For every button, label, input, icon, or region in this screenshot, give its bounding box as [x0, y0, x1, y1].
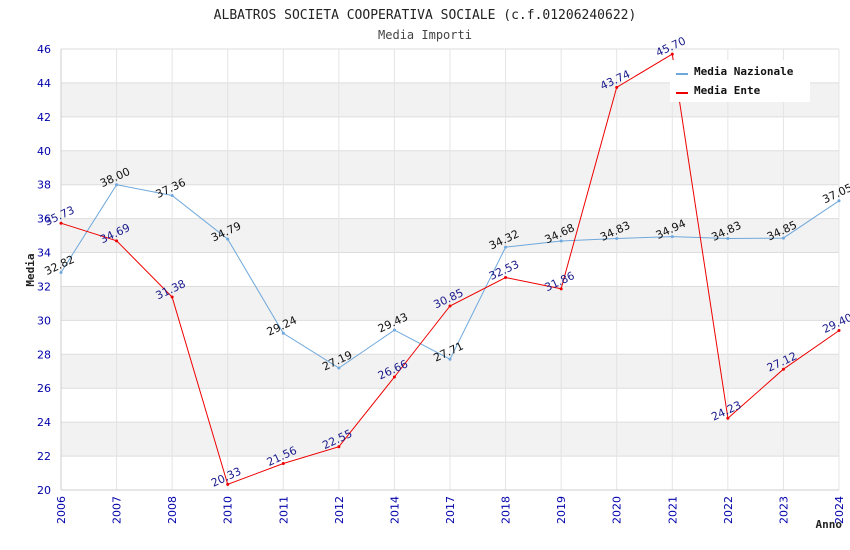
data-point-media-ente — [226, 482, 230, 486]
series-lines — [59, 52, 841, 486]
data-point-media-nazionale — [170, 194, 174, 198]
x-tick-label: 2014 — [388, 496, 401, 524]
y-tick-label: 28 — [37, 348, 51, 361]
y-tick-label: 40 — [37, 145, 51, 158]
y-tick-label: 44 — [37, 77, 51, 90]
data-point-media-ente — [670, 52, 674, 56]
x-tick-label: 2017 — [444, 496, 457, 524]
legend-label-media-ente: Media Ente — [694, 84, 761, 97]
data-point-media-ente — [781, 367, 785, 371]
legend-label-media-nazionale: Media Nazionale — [694, 65, 794, 78]
x-tick-label: 2010 — [222, 496, 235, 524]
data-point-media-ente — [392, 375, 396, 379]
data-point-media-nazionale — [448, 357, 452, 361]
data-point-media-nazionale — [337, 366, 341, 370]
x-tick-label: 2019 — [555, 496, 568, 524]
data-point-media-ente — [59, 221, 63, 225]
data-point-media-ente — [170, 295, 174, 299]
data-point-media-ente — [281, 462, 285, 466]
data-point-media-ente — [726, 416, 730, 420]
data-point-media-ente — [115, 239, 119, 243]
data-point-media-ente — [559, 287, 563, 291]
chart-title: ALBATROS SOCIETA COOPERATIVA SOCIALE (c.… — [214, 8, 637, 23]
data-point-media-ente — [448, 304, 452, 308]
x-tick-label: 2018 — [500, 496, 513, 524]
x-tick-label: 2008 — [166, 496, 179, 524]
x-tick-label: 2012 — [333, 496, 346, 524]
data-point-media-nazionale — [281, 331, 285, 335]
x-tick-label: 2024 — [833, 496, 846, 524]
x-tick-label: 2022 — [722, 496, 735, 524]
y-tick-label: 22 — [37, 450, 51, 463]
y-tick-label: 36 — [37, 213, 51, 226]
data-point-media-nazionale — [615, 236, 619, 240]
y-tick-label: 32 — [37, 280, 51, 293]
y-tick-label: 38 — [37, 179, 51, 192]
legend: Media Nazionale Media Ente — [670, 60, 810, 102]
y-tick-label: 30 — [37, 314, 51, 327]
data-point-media-ente — [337, 445, 341, 449]
data-point-media-nazionale — [837, 199, 841, 203]
x-tick-label: 2006 — [55, 496, 68, 524]
y-tick-label: 20 — [37, 484, 51, 497]
y-tick-label: 26 — [37, 382, 51, 395]
x-axis-label: Anno — [816, 518, 843, 531]
x-tick-label: 2011 — [277, 496, 290, 524]
data-point-media-nazionale — [559, 239, 563, 243]
data-point-media-nazionale — [226, 237, 230, 241]
legend-box — [670, 60, 810, 102]
x-axis-ticks: 2006 2007 2008 2010 2011 2012 2014 2017 2018 2019… — [55, 496, 846, 524]
data-point-media-nazionale — [670, 235, 674, 239]
data-point-media-ente — [837, 329, 841, 333]
y-tick-label: 24 — [37, 416, 51, 429]
data-point-media-nazionale — [781, 236, 785, 240]
y-tick-label: 34 — [37, 247, 51, 260]
x-tick-label: 2021 — [666, 496, 679, 524]
chart-subtitle: Media Importi — [378, 28, 472, 42]
data-point-media-nazionale — [392, 328, 396, 332]
grid-lines — [60, 48, 840, 491]
data-point-media-nazionale — [59, 271, 63, 275]
data-point-media-ente — [504, 275, 508, 279]
data-point-media-ente — [615, 85, 619, 89]
data-point-media-nazionale — [726, 236, 730, 240]
x-tick-label: 2020 — [611, 496, 624, 524]
x-tick-label: 2023 — [777, 496, 790, 524]
y-axis-label: Media — [24, 253, 37, 286]
x-tick-label: 2007 — [111, 496, 124, 524]
data-point-media-nazionale — [115, 183, 119, 187]
data-point-media-nazionale — [504, 245, 508, 249]
y-tick-label: 46 — [37, 43, 51, 56]
y-axis-ticks: 20 22 24 26 28 30 32 34 36 38 40 42 44 46 — [37, 43, 51, 497]
y-tick-label: 42 — [37, 111, 51, 124]
